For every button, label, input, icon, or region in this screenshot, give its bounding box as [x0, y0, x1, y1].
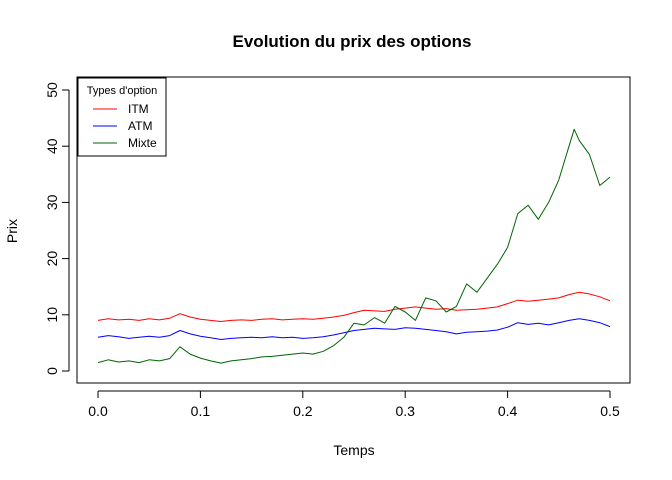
y-tick-label: 50: [44, 82, 60, 98]
x-tick-label: 0.3: [395, 403, 415, 419]
x-tick-label: 0.1: [191, 403, 211, 419]
legend-items: ITM ATM Mixte: [93, 102, 157, 150]
x-axis: 0.0 0.1 0.2 0.3 0.4 0.5: [88, 390, 620, 419]
y-axis-label: Prix: [4, 219, 20, 243]
x-tick-label: 0.2: [293, 403, 313, 419]
y-tick-label: 0: [44, 367, 60, 375]
y-axis: 0 10 20 30 40 50: [44, 82, 70, 375]
x-tick-label: 0.4: [498, 403, 518, 419]
legend: Types d'option ITM ATM Mixte: [77, 77, 167, 157]
legend-label-atm: ATM: [128, 119, 152, 133]
x-axis-label: Temps: [333, 442, 374, 458]
y-tick-label: 10: [44, 307, 60, 323]
x-tick-label: 0.5: [600, 403, 620, 419]
plot-frame: [76, 76, 631, 384]
legend-label-itm: ITM: [128, 102, 149, 116]
series-line-atm: [97, 318, 611, 340]
legend-title: Types d'option: [87, 85, 158, 97]
legend-label-mixte: Mixte: [128, 136, 157, 150]
chart-title: Evolution du prix des options: [233, 32, 472, 51]
y-tick-label: 40: [44, 138, 60, 154]
series-line-mixte: [97, 128, 611, 364]
series-line-itm: [97, 291, 611, 322]
y-tick-label: 30: [44, 194, 60, 210]
x-tick-label: 0.0: [88, 403, 108, 419]
series-layer: [97, 128, 611, 364]
y-tick-label: 20: [44, 251, 60, 267]
legend-box: [77, 77, 167, 157]
